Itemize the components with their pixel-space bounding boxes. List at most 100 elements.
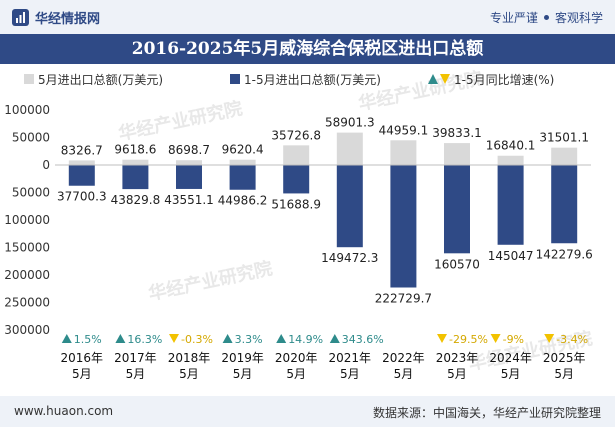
- legend-up-triangle-icon: [428, 74, 438, 84]
- x-tick-label-month: 5月: [394, 367, 414, 381]
- site-url[interactable]: www.huaon.com: [14, 404, 114, 418]
- growth-label: 14.9%: [288, 333, 323, 346]
- x-tick-label-month: 5月: [126, 367, 146, 381]
- data-label-monthly: 16840.1: [486, 139, 536, 153]
- data-label-monthly: 44959.1: [379, 123, 429, 137]
- x-tick-label-month: 5月: [286, 367, 306, 381]
- y-tick-label: 250000: [4, 296, 50, 310]
- data-label-ytd: 51688.9: [271, 197, 321, 211]
- bar-ytd-total: [390, 165, 417, 288]
- x-tick-label-month: 5月: [447, 367, 467, 381]
- data-label-monthly: 58901.3: [325, 116, 375, 130]
- data-label-monthly: 9618.6: [114, 143, 156, 157]
- bar-ytd-total: [283, 165, 310, 194]
- growth-label: 3.3%: [235, 333, 263, 346]
- data-label-ytd: 160570: [434, 257, 480, 271]
- growth-label: -9%: [503, 333, 524, 346]
- growth-label: -0.3%: [181, 333, 213, 346]
- x-tick-label-year: 2018年: [168, 351, 211, 365]
- growth-label: 16.3%: [127, 333, 162, 346]
- y-tick-label: 50000: [12, 186, 50, 200]
- data-source: 数据来源：中国海关，华经产业研究院整理: [372, 406, 601, 420]
- chart: 华经产业研究院华经产业研究院华经产业研究院华经产业研究院5月进出口总额(万美元)…: [4, 67, 594, 381]
- x-tick-label-year: 2019年: [221, 351, 264, 365]
- data-label-monthly: 31501.1: [539, 131, 589, 145]
- bar-monthly-total: [336, 132, 363, 165]
- growth-up-triangle-icon: [329, 334, 340, 343]
- legend-total-swatch: [24, 74, 34, 84]
- bar-ytd-total: [229, 165, 256, 190]
- y-tick-label: 300000: [4, 323, 50, 337]
- separator-dot-icon: [543, 15, 549, 20]
- bar-ytd-total: [497, 165, 524, 245]
- data-label-ytd: 142279.6: [536, 247, 593, 261]
- data-label-ytd: 44986.2: [218, 194, 268, 208]
- growth-up-triangle-icon: [222, 334, 233, 343]
- data-label-ytd: 145047: [488, 249, 534, 263]
- y-tick-label: 50000: [12, 131, 50, 145]
- x-tick-label-month: 5月: [340, 367, 360, 381]
- x-tick-label-month: 5月: [233, 367, 253, 381]
- data-label-ytd: 222729.7: [375, 292, 432, 306]
- legend-ytd-swatch: [230, 74, 240, 84]
- x-tick-label-year: 2023年: [436, 351, 479, 365]
- slogan-left: 专业严谨: [489, 11, 538, 25]
- x-tick-label-year: 2021年: [329, 351, 372, 365]
- x-tick-label-year: 2022年: [382, 351, 425, 365]
- data-label-monthly: 9620.4: [222, 143, 264, 157]
- bar-monthly-total: [229, 159, 256, 165]
- growth-down-triangle-icon: [544, 334, 555, 343]
- data-label-monthly: 39833.1: [432, 126, 482, 140]
- chart-title: 2016-2025年5月威海综合保税区进出口总额: [131, 39, 484, 59]
- watermark-text: 华经产业研究院: [146, 257, 274, 305]
- bar-ytd-total: [551, 165, 578, 244]
- x-tick-label-year: 2025年: [543, 351, 586, 365]
- watermark-text: 华经产业研究院: [116, 97, 244, 145]
- x-tick-label-month: 5月: [501, 367, 521, 381]
- x-tick-label-month: 5月: [554, 367, 574, 381]
- bar-monthly-total: [283, 145, 310, 165]
- bar-monthly-total: [122, 159, 149, 165]
- bar-monthly-total: [551, 147, 578, 165]
- x-tick-label-year: 2024年: [489, 351, 532, 365]
- brand-name: 华经情报网: [35, 12, 101, 27]
- brand-logo: 华经情报网: [12, 8, 100, 27]
- y-tick-label: 0: [42, 158, 50, 172]
- bar-monthly-total: [444, 143, 470, 165]
- data-label-ytd: 43551.1: [164, 193, 214, 207]
- legend-total-label: 5月进出口总额(万美元): [38, 73, 163, 87]
- growth-label: 1.5%: [74, 333, 102, 346]
- data-label-monthly: 8698.7: [168, 143, 210, 157]
- x-tick-label-month: 5月: [72, 367, 92, 381]
- data-label-ytd: 149472.3: [321, 251, 378, 265]
- x-tick-label-month: 5月: [179, 367, 199, 381]
- y-tick-label: 100000: [4, 213, 50, 227]
- bar-monthly-total: [390, 140, 417, 165]
- slogan-right: 客观科学: [554, 11, 603, 25]
- top-bar: 华经情报网 专业严谨 客观科学: [0, 0, 615, 34]
- bar-ytd-total: [122, 165, 149, 190]
- data-label-ytd: 43829.8: [111, 193, 161, 207]
- y-tick-label: 150000: [4, 241, 50, 255]
- growth-up-triangle-icon: [61, 334, 72, 343]
- data-label-monthly: 8326.7: [61, 143, 103, 157]
- growth-down-triangle-icon: [490, 334, 501, 343]
- bar-monthly-total: [176, 160, 202, 165]
- bar-ytd-total: [176, 165, 202, 189]
- brand-logo-icon: [12, 9, 29, 26]
- growth-down-triangle-icon: [437, 334, 447, 343]
- bar-monthly-total: [68, 160, 95, 165]
- legend-growth-label: 1-5月同比增速(%): [454, 73, 554, 87]
- data-label-monthly: 35726.8: [271, 128, 321, 142]
- growth-down-triangle-icon: [169, 334, 179, 343]
- bar-monthly-total: [497, 155, 524, 165]
- data-label-ytd: 37700.3: [57, 190, 107, 204]
- y-tick-label: 200000: [4, 268, 50, 282]
- growth-label: -3.4%: [556, 333, 588, 346]
- legend-ytd-label: 1-5月进出口总额(万美元): [244, 73, 381, 87]
- growth-label: 343.6%: [342, 333, 384, 346]
- growth-up-triangle-icon: [276, 334, 287, 343]
- footer-bar: www.huaon.com 数据来源：中国海关，华经产业研究院整理: [0, 396, 615, 427]
- x-tick-label-year: 2016年: [61, 351, 104, 365]
- title-bar: 2016-2025年5月威海综合保税区进出口总额: [0, 34, 615, 64]
